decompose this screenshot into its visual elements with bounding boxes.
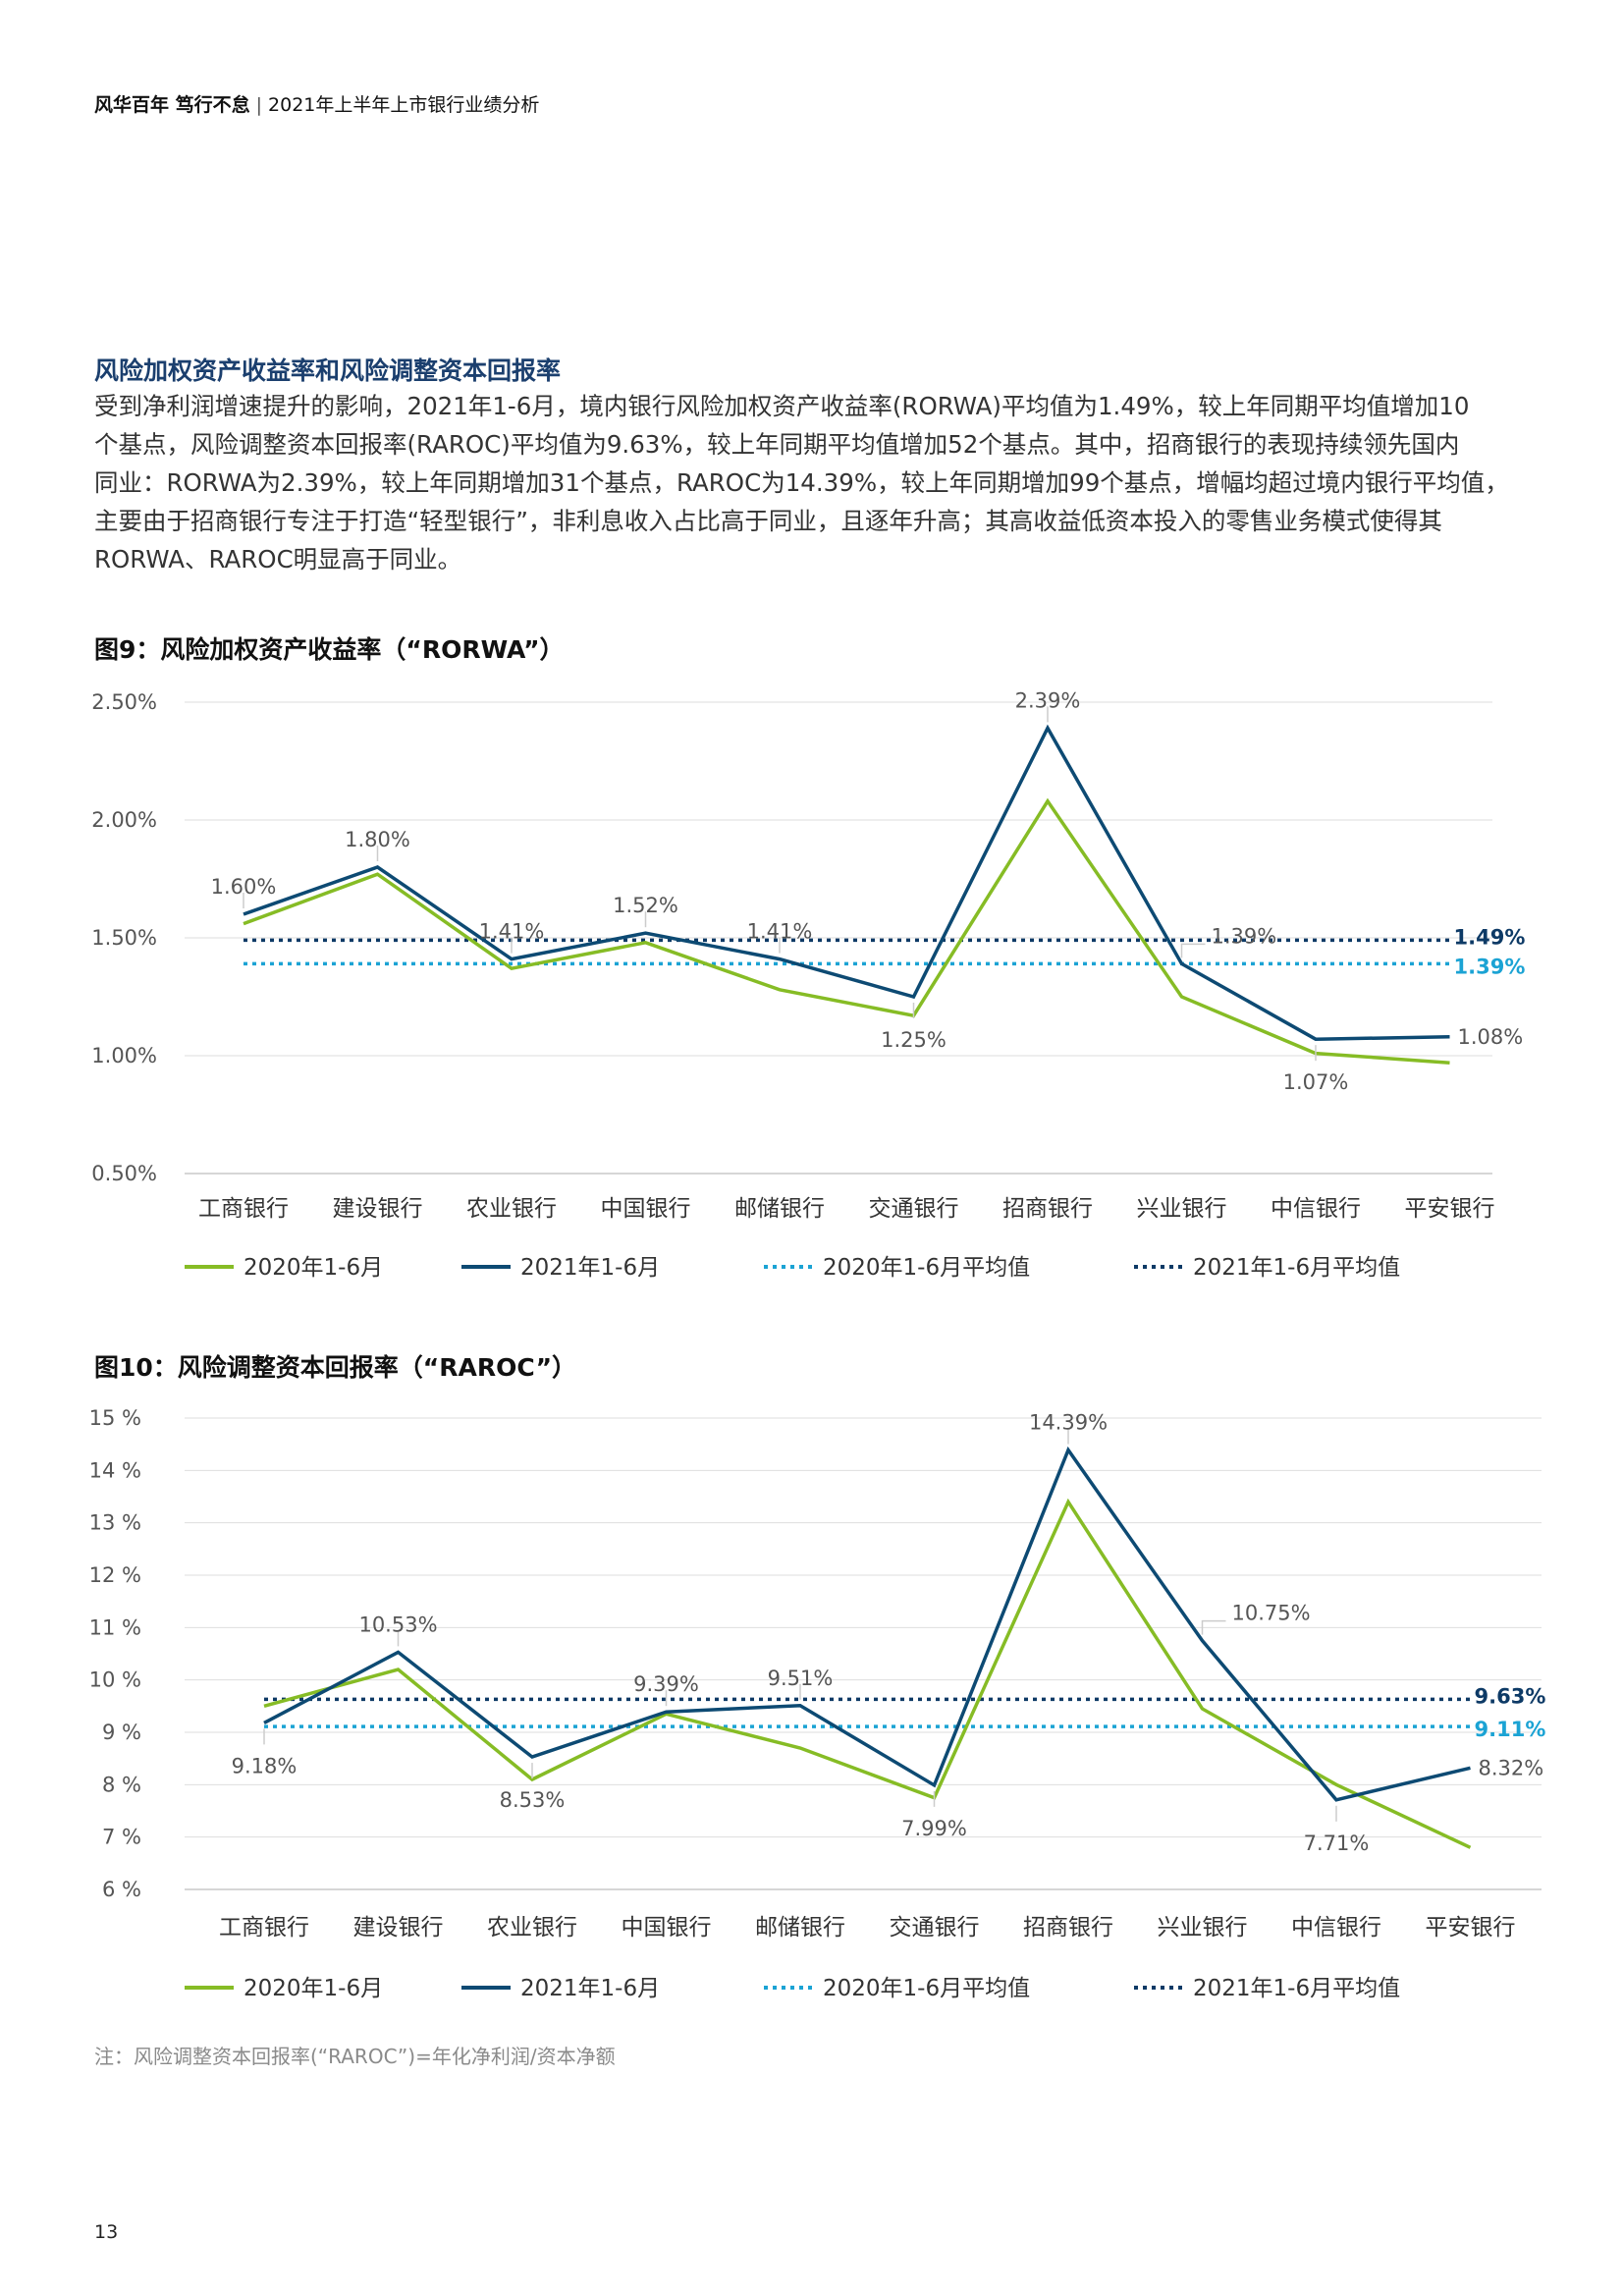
raroc-line-chart: 6 % 7 % 8 % 9 % 10 % 11 % 12 % 13 % 14 % 15 % 工商银行… [89, 1406, 1546, 2001]
body-line: 同业：RORWA为2.39%，较上年同期增加31个基点，RAROC为14.39%… [94, 468, 1509, 497]
data-label-leader [1180, 943, 1206, 958]
x-category-label: 平安银行 [1405, 1196, 1495, 1222]
y-tick-label: 13 % [89, 1511, 141, 1535]
data-label: 1.80% [345, 828, 410, 851]
rorwa-line-chart: 0.50% 1.00% 1.50% 2.00% 2.50% 工商银行 建设银行 农业银行 中国银… [91, 688, 1526, 1281]
x-category-label: 交通银行 [890, 1915, 980, 1941]
data-label-leader [1201, 1619, 1226, 1635]
series-line [243, 724, 1450, 1041]
x-category-label: 邮储银行 [734, 1196, 825, 1222]
footnote: 注：风险调整资本回报率(“RAROC”)=年化净利润/资本净额 [94, 2045, 616, 2068]
x-category-label: 工商银行 [198, 1196, 289, 1222]
average-value-label: 9.63% [1475, 1684, 1546, 1708]
x-category-label: 兴业银行 [1137, 1196, 1227, 1222]
data-label: 1.39% [1212, 924, 1277, 948]
data-label: 8.32% [1479, 1756, 1544, 1779]
x-category-label: 农业银行 [466, 1196, 557, 1222]
data-label: 1.25% [881, 1028, 947, 1052]
body-line: RORWA、RAROC明显高于同业。 [94, 545, 462, 574]
page-number: 13 [94, 2221, 119, 2243]
series-line [243, 797, 1450, 1065]
legend-label: 2021年1-6月平均值 [1193, 1976, 1400, 2001]
x-category-label: 农业银行 [487, 1915, 577, 1941]
series-line [263, 1498, 1472, 1849]
average-value-label: 1.49% [1454, 925, 1526, 949]
x-category-label: 平安银行 [1426, 1915, 1516, 1941]
y-tick-label: 11 % [89, 1615, 141, 1639]
x-category-label: 招商银行 [1023, 1915, 1113, 1941]
body-line: 主要由于招商银行专注于打造“轻型银行”，非利息收入占比高于同业，且逐年升高；其高… [94, 507, 1442, 535]
data-label: 1.41% [747, 920, 813, 944]
body-line: 个基点，风险调整资本回报率(RAROC)平均值为9.63%，较上年同期平均值增加… [94, 430, 1460, 459]
x-category-label: 兴业银行 [1158, 1915, 1248, 1941]
y-tick-label: 15 % [89, 1406, 141, 1430]
y-tick-label: 7 % [102, 1826, 141, 1849]
header-separator: | [255, 94, 263, 116]
y-tick-label: 8 % [102, 1773, 141, 1796]
data-label: 1.41% [479, 920, 545, 944]
y-tick-label: 2.00% [91, 808, 157, 832]
y-tick-label: 1.50% [91, 926, 157, 950]
section-title: 风险加权资产收益率和风险调整资本回报率 [94, 356, 562, 385]
x-category-label: 建设银行 [353, 1915, 444, 1941]
data-label: 1.60% [211, 875, 277, 899]
x-category-label: 中国银行 [601, 1196, 691, 1222]
data-label: 7.99% [901, 1817, 967, 1840]
y-tick-label: 6 % [102, 1878, 141, 1901]
legend-label: 2020年1-6月平均值 [823, 1976, 1030, 2001]
x-category-label: 中国银行 [622, 1915, 712, 1941]
figure-9-title: 图9：风险加权资产收益率（“RORWA”） [94, 635, 565, 664]
legend-label: 2021年1-6月 [520, 1976, 660, 2001]
page-header: 风华百年 笃行不怠 | 2021年上半年上市银行业绩分析 [94, 90, 539, 117]
data-label: 1.07% [1283, 1070, 1349, 1094]
average-value-label: 9.11% [1475, 1718, 1546, 1741]
data-label: 14.39% [1029, 1411, 1108, 1435]
y-tick-label: 14 % [89, 1458, 141, 1482]
data-label: 7.71% [1304, 1831, 1370, 1855]
average-value-label: 1.39% [1454, 955, 1526, 978]
header-brand: 风华百年 笃行不怠 [94, 94, 250, 116]
data-label: 8.53% [500, 1788, 566, 1812]
series-line [263, 1446, 1471, 1802]
legend-label: 2021年1-6月 [520, 1255, 660, 1281]
data-label: 9.51% [768, 1667, 834, 1690]
y-tick-label: 2.50% [91, 690, 157, 714]
x-category-label: 工商银行 [219, 1915, 309, 1941]
data-label: 9.18% [232, 1754, 298, 1777]
y-tick-label: 1.00% [91, 1044, 157, 1067]
data-label: 1.52% [613, 894, 678, 917]
data-label: 2.39% [1015, 688, 1081, 712]
legend-label: 2020年1-6月平均值 [823, 1255, 1030, 1281]
body-paragraph: 受到净利润增速提升的影响，2021年1-6月，境内银行风险加权资产收益率(ROR… [94, 387, 1538, 578]
x-category-label: 招商银行 [1002, 1196, 1093, 1222]
body-line: 受到净利润增速提升的影响，2021年1-6月，境内银行风险加权资产收益率(ROR… [94, 392, 1470, 420]
y-tick-label: 10 % [89, 1668, 141, 1692]
data-label: 10.75% [1232, 1602, 1311, 1625]
data-label: 10.53% [358, 1613, 437, 1636]
x-category-label: 建设银行 [333, 1196, 423, 1222]
legend-label: 2020年1-6月 [243, 1976, 383, 2001]
legend-label: 2021年1-6月平均值 [1193, 1255, 1400, 1281]
figure-10-title: 图10：风险调整资本回报率（“RAROC”） [94, 1353, 577, 1382]
legend-label: 2020年1-6月 [243, 1255, 383, 1281]
y-tick-label: 9 % [102, 1721, 141, 1744]
x-category-label: 邮储银行 [755, 1915, 845, 1941]
y-tick-label: 0.50% [91, 1162, 157, 1185]
x-category-label: 中信银行 [1271, 1196, 1361, 1222]
x-category-label: 交通银行 [869, 1196, 959, 1222]
y-tick-label: 12 % [89, 1563, 141, 1587]
x-category-label: 中信银行 [1291, 1915, 1381, 1941]
data-label: 9.39% [633, 1672, 699, 1696]
data-label: 1.08% [1458, 1025, 1524, 1049]
header-subtitle: 2021年上半年上市银行业绩分析 [268, 94, 540, 116]
